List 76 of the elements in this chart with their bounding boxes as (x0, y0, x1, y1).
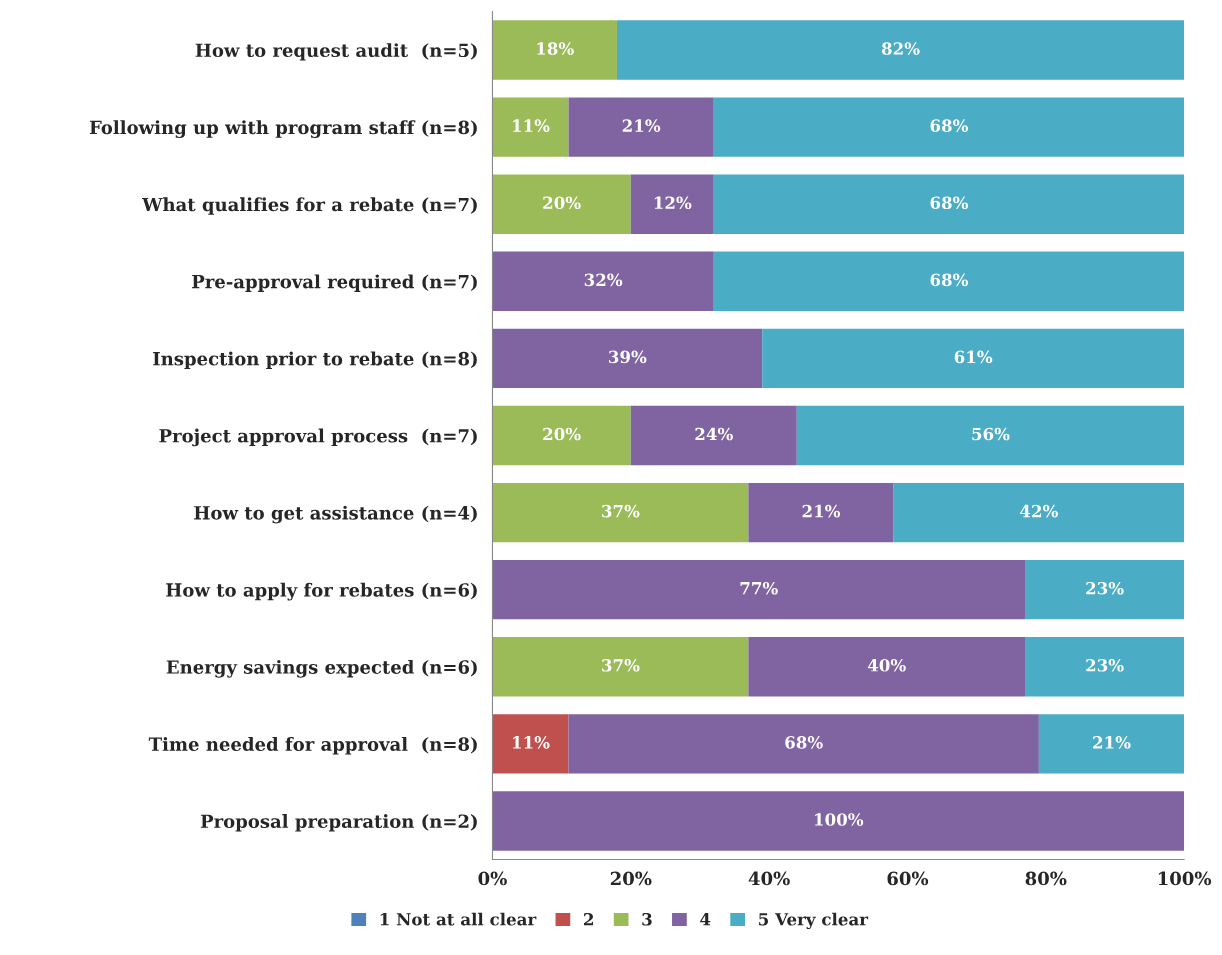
x-tick-label: 40% (748, 871, 790, 886)
x-tick-label: 80% (1025, 871, 1067, 886)
x-tick-label: 100% (1158, 871, 1212, 886)
bar (616, 20, 1185, 80)
y-tick-label: How to get assistance (n=4) (194, 505, 477, 524)
y-tick-label: What qualifies for a rebate (n=7) (142, 197, 477, 215)
bar (492, 714, 569, 774)
bar (568, 714, 1039, 774)
bar (492, 559, 1026, 620)
bar (492, 97, 569, 157)
bar (713, 97, 1185, 157)
y-tick-label: Time needed for approval (n=8) (148, 737, 477, 755)
data-label: 68% (930, 273, 969, 287)
bar (492, 405, 631, 466)
y-tick-label: Inspection prior to rebate (n=8) (153, 351, 477, 369)
data-label: 23% (1086, 658, 1124, 672)
bar (492, 20, 617, 80)
bar (630, 405, 797, 466)
data-label: 42% (1020, 504, 1058, 518)
data-label: 21% (622, 119, 661, 132)
data-label: 100% (815, 813, 864, 826)
data-label: 61% (954, 350, 993, 364)
bar (1025, 637, 1185, 697)
data-label: 20% (543, 427, 581, 441)
data-label: 37% (602, 658, 640, 672)
bar (1038, 714, 1185, 774)
bar (492, 328, 763, 389)
data-label: 40% (867, 658, 906, 672)
data-label: 37% (602, 504, 640, 518)
data-label: 11% (513, 736, 550, 749)
bar (762, 328, 1185, 389)
x-tick-label: 0% (478, 871, 507, 886)
legend-label: 4 (700, 912, 711, 926)
data-label: 68% (785, 736, 823, 749)
bar (748, 482, 894, 543)
x-tick-label: 60% (887, 871, 929, 886)
legend-label: 2 (584, 912, 593, 926)
data-label: 39% (608, 350, 647, 364)
data-label: 77% (740, 581, 778, 595)
data-label: 21% (802, 504, 841, 518)
legend-label: 5 Very clear (759, 912, 869, 930)
bar (630, 174, 714, 234)
data-label: 21% (1093, 736, 1131, 749)
data-label: 32% (584, 273, 623, 287)
data-label: 56% (972, 427, 1010, 441)
data-label: 68% (930, 119, 969, 132)
data-label: 24% (695, 427, 733, 441)
data-label: 20% (543, 196, 581, 210)
bar (1025, 559, 1185, 620)
bar (492, 482, 749, 543)
bar (568, 97, 714, 157)
x-tick-label: 20% (610, 871, 652, 886)
data-label: 82% (881, 42, 920, 55)
legend-label: 3 (642, 912, 652, 926)
y-tick-label: How to apply for rebates (n=6) (166, 582, 477, 601)
data-label: 18% (537, 42, 574, 55)
bar (713, 174, 1185, 234)
bar (492, 251, 714, 311)
bar (492, 791, 1185, 851)
bar (713, 251, 1185, 311)
data-label: 23% (1086, 581, 1124, 595)
y-tick-label: Energy savings expected (n=6) (166, 659, 477, 678)
legend-label: 1 Not at all clear (380, 912, 537, 926)
y-tick-label: Pre-approval required (n=7) (192, 274, 477, 292)
y-tick-label: How to request audit (n=5) (195, 43, 477, 61)
bar (492, 174, 631, 234)
y-tick-label: Proposal preparation (n=2) (200, 814, 477, 832)
data-label: 68% (930, 196, 969, 210)
y-tick-label: Project approval process (n=7) (159, 428, 477, 447)
data-label: 11% (513, 119, 550, 132)
bar (893, 482, 1185, 543)
data-label: 12% (654, 196, 692, 210)
y-tick-label: Following up with program staff (n=8) (89, 120, 477, 138)
bar (796, 405, 1185, 466)
bar (492, 637, 749, 697)
bar (748, 637, 1026, 697)
